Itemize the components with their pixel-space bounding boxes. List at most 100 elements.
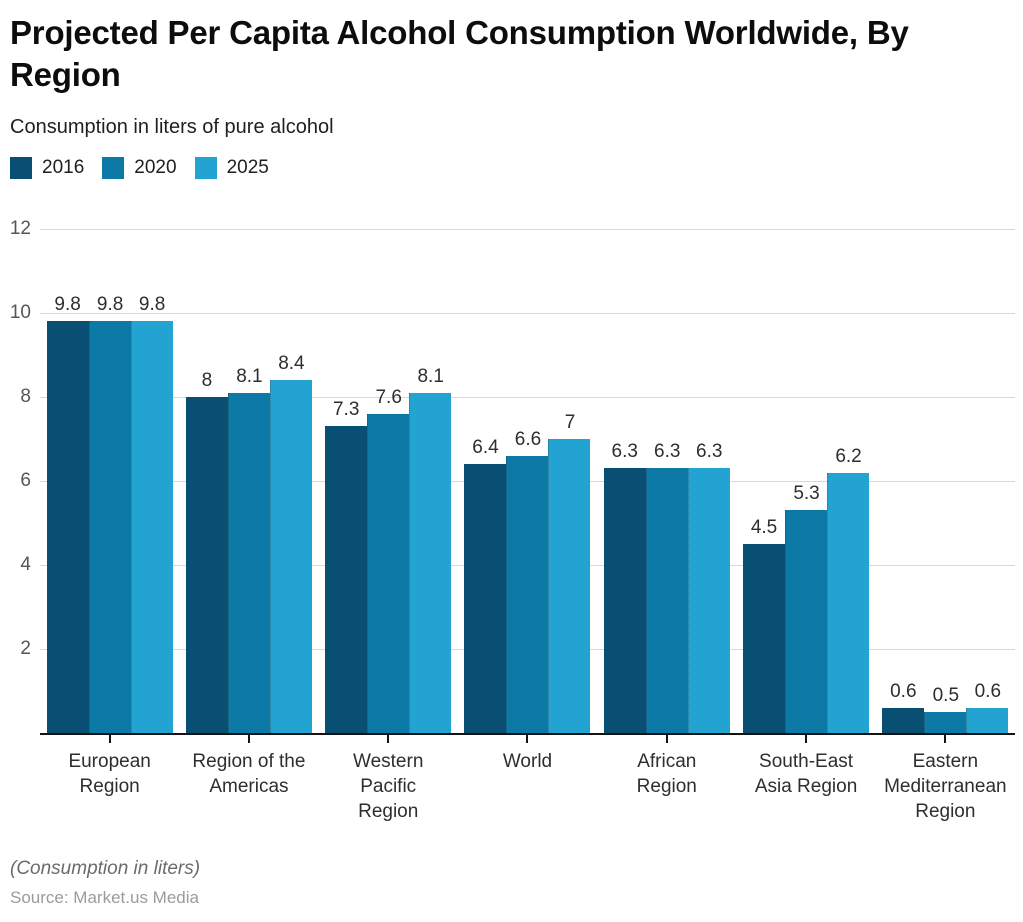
- legend-label: 2020: [134, 157, 177, 178]
- gridline-y-12: [40, 229, 1015, 230]
- y-tick-label-2: 2: [20, 638, 31, 659]
- legend-swatch-icon: [102, 157, 125, 179]
- bar-2016-region-of-the-americas: 8: [185, 370, 228, 733]
- bar-group-4: 6.4 6.6 7: [458, 229, 597, 733]
- x-tick-cell: [179, 735, 318, 743]
- x-axis-label-4: World: [502, 751, 553, 772]
- legend-item-2020: 2020: [102, 157, 177, 179]
- bar-group-7: 0.6 0.5 0.6: [876, 229, 1015, 733]
- gridline-y-8: [40, 397, 1015, 398]
- value-label: 8.1: [236, 365, 263, 387]
- value-label: 8.1: [417, 365, 444, 387]
- gridline-y-10: [40, 313, 1015, 314]
- bar-2025-eastern-mediterranean-region: 0.6: [966, 681, 1009, 733]
- bar-2025-south-east-asia-region: 6.2: [827, 446, 870, 733]
- y-tick-label-12: 12: [9, 218, 31, 239]
- x-tick-cell: [736, 735, 875, 743]
- value-label: 8.4: [278, 353, 305, 375]
- bar-2025-world: 7: [548, 412, 591, 733]
- value-label: 9.8: [54, 294, 81, 316]
- y-tick-label-10: 10: [9, 302, 31, 323]
- bar-2016-western-pacific-region: 7.3: [325, 399, 368, 733]
- x-tick-mark: [108, 735, 111, 743]
- legend-swatch-icon: [194, 157, 217, 179]
- value-label: 6.3: [611, 441, 638, 463]
- x-tick-mark: [805, 735, 808, 743]
- value-label: 7.3: [332, 399, 360, 421]
- bar-2016-european-region: 9.8: [46, 294, 89, 733]
- bar-group-6: 4.5 5.3 6.2: [736, 229, 875, 733]
- x-axis-labels: European Region Region of the Americas Wes…: [40, 749, 1015, 824]
- bar-2020-world: 6.6: [506, 429, 549, 733]
- y-tick-label-4: 4: [20, 554, 31, 575]
- bar-group-2: 8 8.1 8.4: [179, 229, 318, 733]
- x-axis-label-5: African Region: [636, 751, 697, 797]
- value-label: 4.5: [750, 517, 778, 538]
- value-label: 6.3: [654, 441, 681, 463]
- bar-2016-world: 6.4: [464, 437, 507, 733]
- x-tick-mark: [944, 735, 947, 743]
- value-label: 0.5: [932, 685, 960, 706]
- value-label: 9.8: [96, 294, 124, 316]
- x-axis-ticks: [40, 735, 1015, 743]
- legend-item-2025: 2025: [194, 157, 269, 179]
- value-label: 7: [564, 412, 576, 433]
- x-tick-mark: [526, 735, 529, 743]
- x-tick-mark: [665, 735, 668, 743]
- chart-title-line-2: Region: [10, 56, 121, 93]
- x-axis-label-6: South-East Asia Region: [754, 751, 858, 797]
- x-tick-cell: [40, 735, 179, 743]
- legend-swatch-icon: [10, 157, 32, 179]
- legend: 2016 2020 2025: [10, 157, 1015, 179]
- x-axis-label-3: Western Pacific Region: [353, 751, 424, 822]
- x-tick-cell: [876, 735, 1015, 743]
- value-label: 6.6: [514, 428, 542, 450]
- value-label: 5.3: [793, 483, 820, 505]
- bar-chart: 9.8 9.8 9.8 8 8.1 8.4 7.3 7.6 8.1 6.4 6.6 7 6.3 6.3 6.…: [9, 218, 1015, 824]
- x-tick-mark: [387, 735, 390, 743]
- legend-label: 2025: [226, 157, 269, 178]
- chart-note: (Consumption in liters): [10, 858, 201, 879]
- legend-item-2016: 2016: [10, 157, 84, 179]
- bar-2020-western-pacific-region: 7.6: [367, 387, 410, 733]
- x-tick-cell: [319, 735, 458, 743]
- value-label: 0.6: [890, 680, 917, 702]
- y-tick-label-6: 6: [20, 470, 31, 491]
- bar-2016-south-east-asia-region: 4.5: [743, 517, 786, 733]
- value-label: 6.3: [696, 441, 723, 463]
- legend-label: 2016: [42, 157, 85, 178]
- x-tick-mark: [247, 735, 250, 743]
- chart-source: Source: Market.us Media: [10, 888, 199, 907]
- bar-2020-african-region: 6.3: [645, 441, 688, 733]
- chart-title-line-1: Projected Per Capita Alcohol Consumption…: [10, 14, 909, 51]
- bar-2020-south-east-asia-region: 5.3: [785, 483, 828, 733]
- bar-2016-african-region: 6.3: [603, 441, 646, 733]
- bar-group-1: 9.8 9.8 9.8: [40, 229, 179, 733]
- x-tick-cell: [597, 735, 736, 743]
- y-tick-label-8: 8: [20, 386, 31, 407]
- bar-2025-region-of-the-americas: 8.4: [269, 353, 312, 733]
- value-label: 7.6: [375, 386, 402, 408]
- bar-groups: 9.8 9.8 9.8 8 8.1 8.4 7.3 7.6 8.1 6.4 6.6 7 6.3 6.3 6.…: [40, 229, 1015, 733]
- bar-2025-african-region: 6.3: [687, 441, 730, 733]
- bar-2025-western-pacific-region: 8.1: [409, 366, 452, 733]
- bar-group-5: 6.3 6.3 6.3: [597, 229, 736, 733]
- value-label: 6.4: [472, 437, 499, 459]
- x-tick-cell: [458, 735, 597, 743]
- bar-2020-eastern-mediterranean-region: 0.5: [924, 685, 967, 733]
- value-label: 9.8: [138, 294, 166, 316]
- x-axis-label-2: Region of the Americas: [192, 751, 306, 797]
- bar-2020-european-region: 9.8: [88, 294, 131, 733]
- x-axis-label-7: Eastern Mediterranean Region: [884, 751, 1007, 822]
- bar-group-3: 7.3 7.6 8.1: [319, 229, 458, 733]
- value-label: 8: [201, 370, 213, 391]
- bar-2016-eastern-mediterranean-region: 0.6: [882, 681, 925, 733]
- chart-title: Projected Per Capita Alcohol Consumption…: [10, 12, 1015, 96]
- value-label: 0.6: [974, 680, 1002, 702]
- bar-2025-european-region: 9.8: [130, 294, 173, 733]
- value-label: 6.2: [835, 445, 862, 467]
- x-axis-label-1: European Region: [68, 751, 151, 797]
- chart-subtitle: Consumption in liters of pure alcohol: [10, 116, 334, 138]
- bar-2020-region-of-the-americas: 8.1: [227, 366, 270, 733]
